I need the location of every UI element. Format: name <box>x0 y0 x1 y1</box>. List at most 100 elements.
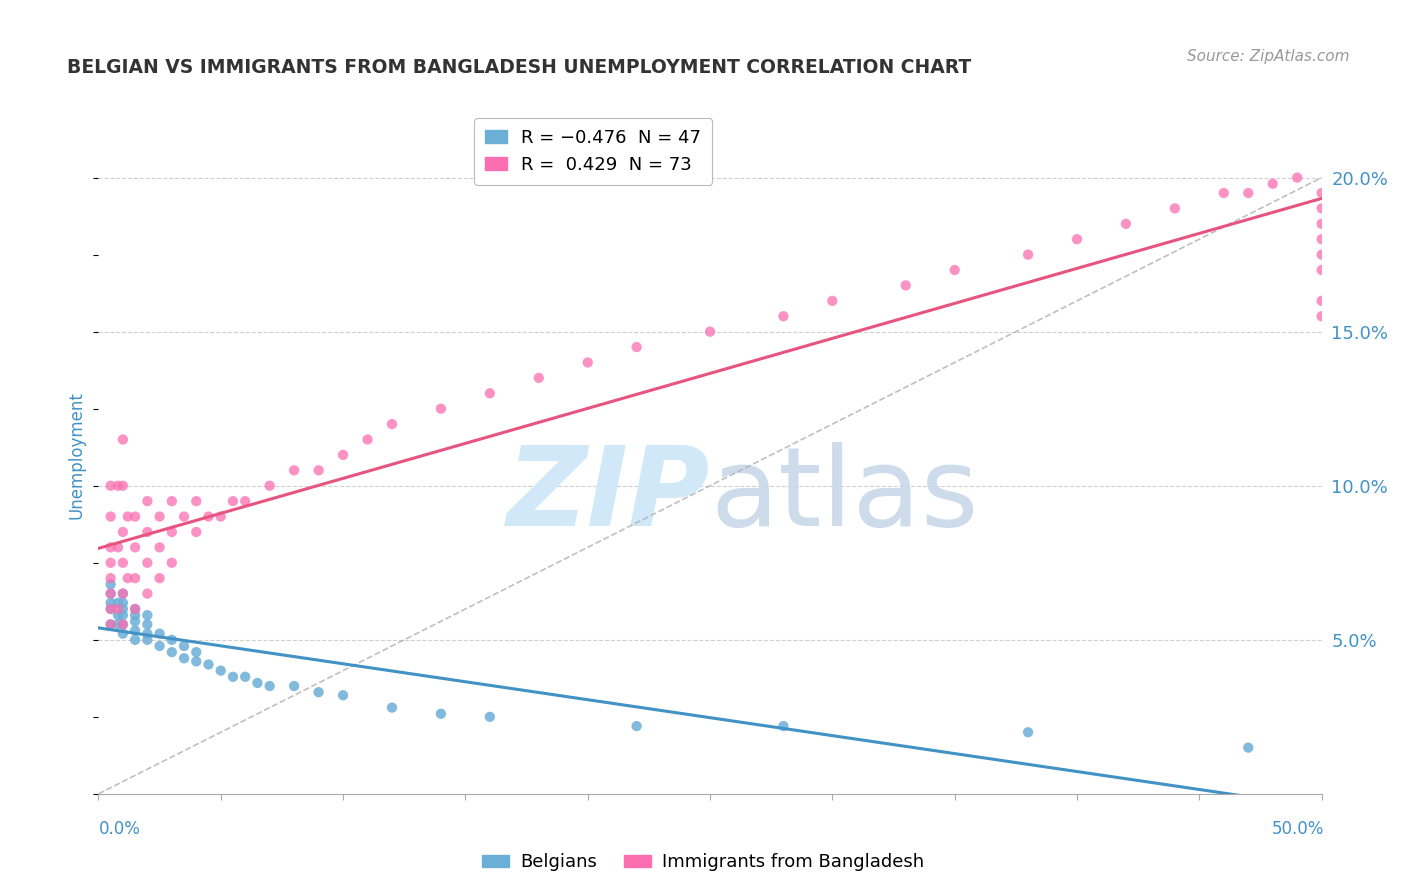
Point <box>699 325 721 339</box>
Point <box>222 670 245 684</box>
Point <box>160 556 183 570</box>
Point <box>222 494 245 508</box>
Point <box>124 541 146 555</box>
Point <box>107 617 129 632</box>
Point <box>160 524 183 539</box>
Point <box>1066 232 1088 246</box>
Point <box>136 617 159 632</box>
Point <box>124 624 146 638</box>
Point <box>576 355 599 369</box>
Point <box>186 654 208 668</box>
Point <box>478 710 501 724</box>
Point <box>246 676 269 690</box>
Point <box>124 608 146 623</box>
Point <box>111 626 134 640</box>
Point <box>136 494 159 508</box>
Point <box>1017 247 1039 261</box>
Legend: R = −0.476  N = 47, R =  0.429  N = 73: R = −0.476 N = 47, R = 0.429 N = 73 <box>474 119 713 185</box>
Point <box>356 433 378 447</box>
Point <box>1310 310 1333 324</box>
Point <box>149 541 172 555</box>
Point <box>1310 186 1333 200</box>
Point <box>527 371 550 385</box>
Text: ZIP: ZIP <box>506 442 710 549</box>
Y-axis label: Unemployment: Unemployment <box>67 391 86 519</box>
Point <box>1310 232 1333 246</box>
Point <box>124 615 146 629</box>
Point <box>136 632 159 647</box>
Point <box>111 586 134 600</box>
Point <box>100 556 122 570</box>
Point <box>111 596 134 610</box>
Point <box>332 688 354 702</box>
Point <box>308 685 330 699</box>
Point <box>1237 740 1260 755</box>
Point <box>1164 202 1187 216</box>
Point <box>173 651 195 665</box>
Point <box>772 310 794 324</box>
Point <box>209 509 232 524</box>
Point <box>1286 170 1309 185</box>
Point <box>124 602 146 616</box>
Point <box>136 626 159 640</box>
Text: Source: ZipAtlas.com: Source: ZipAtlas.com <box>1187 49 1350 64</box>
Point <box>233 670 256 684</box>
Point <box>149 639 172 653</box>
Point <box>1237 186 1260 200</box>
Point <box>233 494 256 508</box>
Point <box>186 645 208 659</box>
Point <box>111 556 134 570</box>
Point <box>772 719 794 733</box>
Point <box>1310 217 1333 231</box>
Point <box>1310 202 1333 216</box>
Point <box>107 596 129 610</box>
Point <box>100 617 122 632</box>
Point <box>111 586 134 600</box>
Point <box>124 571 146 585</box>
Point <box>1310 263 1333 277</box>
Point <box>111 433 134 447</box>
Point <box>136 608 159 623</box>
Point <box>626 719 648 733</box>
Point <box>332 448 354 462</box>
Point <box>478 386 501 401</box>
Point <box>117 509 139 524</box>
Point <box>186 524 208 539</box>
Point <box>894 278 917 293</box>
Point <box>100 617 122 632</box>
Point <box>430 706 453 721</box>
Point <box>160 645 183 659</box>
Point <box>136 586 159 600</box>
Point <box>197 657 219 672</box>
Point <box>111 602 134 616</box>
Point <box>308 463 330 477</box>
Point <box>1310 247 1333 261</box>
Point <box>160 632 183 647</box>
Point <box>136 524 159 539</box>
Point <box>124 509 146 524</box>
Point <box>107 608 129 623</box>
Point <box>100 596 122 610</box>
Point <box>100 586 122 600</box>
Point <box>107 479 129 493</box>
Point <box>124 632 146 647</box>
Point <box>107 602 129 616</box>
Point <box>1310 293 1333 308</box>
Point <box>209 664 232 678</box>
Point <box>160 494 183 508</box>
Point <box>111 617 134 632</box>
Point <box>124 602 146 616</box>
Point <box>186 494 208 508</box>
Point <box>107 541 129 555</box>
Point <box>821 293 844 308</box>
Point <box>259 679 281 693</box>
Text: 0.0%: 0.0% <box>98 820 141 838</box>
Point <box>197 509 219 524</box>
Point <box>117 571 139 585</box>
Text: BELGIAN VS IMMIGRANTS FROM BANGLADESH UNEMPLOYMENT CORRELATION CHART: BELGIAN VS IMMIGRANTS FROM BANGLADESH UN… <box>67 58 972 77</box>
Point <box>173 509 195 524</box>
Point <box>100 541 122 555</box>
Point <box>283 679 305 693</box>
Point <box>111 479 134 493</box>
Point <box>943 263 966 277</box>
